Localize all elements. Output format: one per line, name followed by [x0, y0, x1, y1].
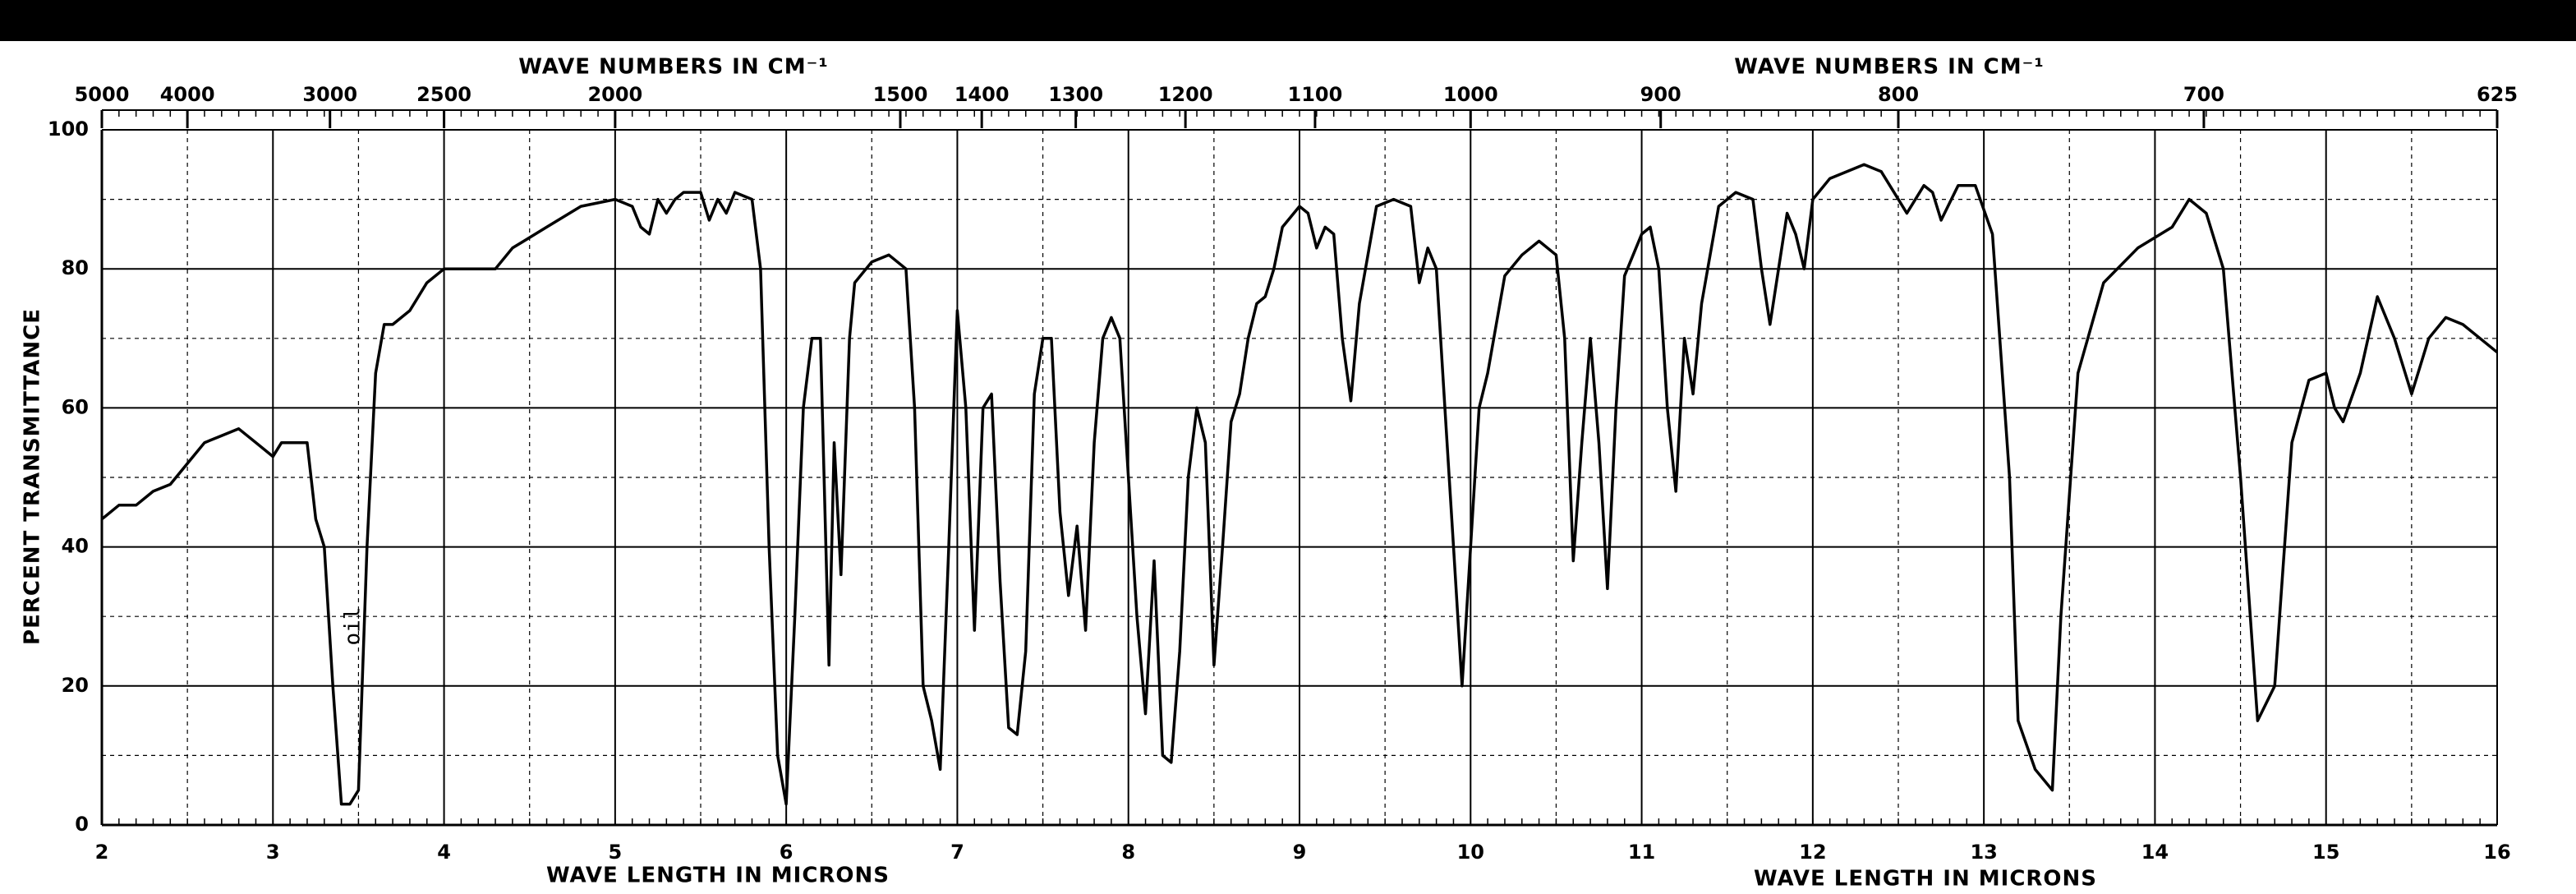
x2-tick-label: 900 [1640, 83, 1681, 106]
x-tick-label: 4 [437, 841, 451, 864]
x-axis-title: WAVE LENGTH IN MICRONS [1754, 867, 2097, 892]
x-axis-title: WAVE LENGTH IN MICRONS [546, 864, 890, 888]
x2-axis-title: WAVE NUMBERS IN CM⁻¹ [1734, 55, 2044, 80]
x2-tick-label: 3000 [302, 83, 357, 106]
x-tick-label: 12 [1799, 841, 1826, 864]
x2-tick-label: 4000 [160, 83, 215, 106]
x2-tick-label: 1500 [873, 83, 928, 106]
x-tick-label: 5 [609, 841, 623, 864]
x-tick-label: 8 [1121, 841, 1135, 864]
x2-tick-label: 1100 [1288, 83, 1343, 106]
x2-tick-label: 625 [2477, 83, 2518, 106]
top-band [0, 0, 2576, 41]
x-tick-label: 11 [1628, 841, 1655, 864]
x-tick-label: 2 [95, 841, 109, 864]
x2-tick-label: 1000 [1443, 83, 1498, 106]
x2-tick-label: 5000 [75, 83, 130, 106]
y-tick-label: 100 [48, 118, 89, 141]
x-tick-label: 10 [1457, 841, 1484, 864]
x-tick-label: 13 [1970, 841, 1997, 864]
x-tick-label: 7 [950, 841, 964, 864]
x-tick-label: 15 [2312, 841, 2339, 864]
x-tick-label: 9 [1293, 841, 1307, 864]
x2-tick-label: 1200 [1158, 83, 1213, 106]
x2-tick-label: 2000 [587, 83, 642, 106]
y-tick-label: 20 [62, 674, 89, 697]
x-tick-label: 14 [2141, 841, 2169, 864]
x2-tick-label: 1400 [954, 83, 1010, 106]
y-tick-label: 80 [62, 256, 89, 279]
y-tick-label: 40 [62, 535, 89, 558]
x-tick-label: 16 [2483, 841, 2510, 864]
y-tick-label: 0 [75, 813, 89, 836]
x2-tick-label: 800 [1878, 83, 1919, 106]
x-tick-label: 6 [780, 841, 794, 864]
x2-axis-title: WAVE NUMBERS IN CM⁻¹ [518, 55, 828, 80]
x-tick-label: 3 [266, 841, 280, 864]
x2-tick-label: 700 [2183, 83, 2224, 106]
spectrum-line [100, 163, 2499, 806]
y-tick-label: 60 [62, 395, 89, 418]
y-axis-title: PERCENT TRANSMITTANCE [21, 308, 45, 645]
x2-tick-label: 1300 [1048, 83, 1103, 106]
x2-tick-label: 2500 [416, 83, 472, 106]
annotation: oil [341, 607, 366, 646]
